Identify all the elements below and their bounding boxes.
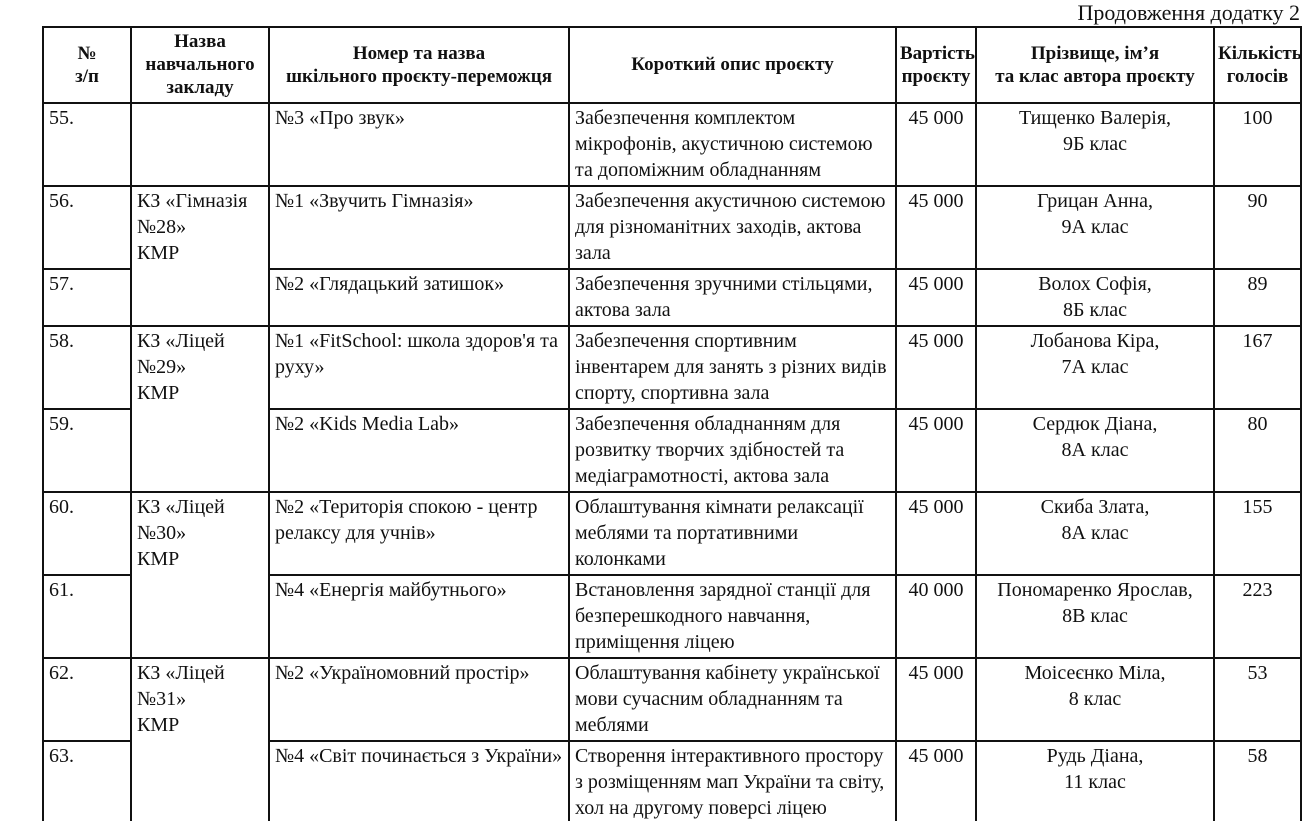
cell-project-cost: 45 000 xyxy=(895,656,977,742)
cell-row-number: 55. xyxy=(42,101,132,187)
cell-author: Волох Софія, 8Б клас xyxy=(975,267,1215,327)
header-cost: Вартість проєкту xyxy=(895,26,977,104)
cell-project-description: Облаштування кімнати релаксації меблями … xyxy=(568,490,897,576)
cell-project-description: Забезпечення спортивним інвентарем для з… xyxy=(568,324,897,410)
cell-project-description: Облаштування кабінету української мови с… xyxy=(568,656,897,742)
cell-project-name: №2 «Територія спокою - центр релаксу для… xyxy=(268,490,570,576)
header-num: № з/п xyxy=(42,26,132,104)
cell-author: Скиба Злата, 8А клас xyxy=(975,490,1215,576)
continuation-label: Продовження додатку 2 xyxy=(1077,0,1300,25)
cell-project-name: №3 «Про звук» xyxy=(268,101,570,187)
cell-row-number: 58. xyxy=(42,324,132,410)
cell-project-cost: 45 000 xyxy=(895,184,977,270)
cell-votes: 155 xyxy=(1213,490,1302,576)
table-row: 61. №4 «Енергія майбутнього» Встановлення … xyxy=(42,573,1302,659)
cell-votes: 90 xyxy=(1213,184,1302,270)
cell-project-name: №2 «Україномовний простір» xyxy=(268,656,570,742)
table-row: 60. КЗ «Ліцей №30» КМР №2 «Територія споко… xyxy=(42,490,1302,659)
cell-row-number: 57. xyxy=(42,267,132,327)
cell-votes: 167 xyxy=(1213,324,1302,410)
cell-row-number: 62. xyxy=(42,656,132,742)
cell-author: Грицан Анна, 9А клас xyxy=(975,184,1215,270)
cell-project-cost: 45 000 xyxy=(895,101,977,187)
cell-author: Рудь Діана, 11 клас xyxy=(975,739,1215,821)
cell-author: Пономаренко Ярослав, 8В клас xyxy=(975,573,1215,659)
header-votes: Кількість голосів xyxy=(1213,26,1302,104)
cell-school-name: КЗ «Ліцей №31» КМР xyxy=(130,656,270,821)
cell-row-number: 63. xyxy=(42,739,132,821)
cell-project-description: Забезпечення комплектом мікрофонів, акус… xyxy=(568,101,897,187)
cell-votes: 53 xyxy=(1213,656,1302,742)
cell-project-description: Забезпечення акустичною системою для різ… xyxy=(568,184,897,270)
cell-votes: 100 xyxy=(1213,101,1302,187)
cell-school-name: КЗ «Ліцей №29» КМР xyxy=(130,324,270,493)
cell-project-name: №4 «Енергія майбутнього» xyxy=(268,573,570,659)
cell-project-cost: 45 000 xyxy=(895,739,977,821)
cell-project-cost: 45 000 xyxy=(895,490,977,576)
table-row: 59. №2 «Kids Media Lab» Забезпечення облад… xyxy=(42,407,1302,493)
table-header: № з/п Назва навчального закладу Номер та… xyxy=(42,26,1302,104)
cell-author: Моісеєнко Міла, 8 клас xyxy=(975,656,1215,742)
cell-project-name: №2 «Глядацький затишок» xyxy=(268,267,570,327)
cell-project-name: №2 «Kids Media Lab» xyxy=(268,407,570,493)
table-row: 63. №4 «Світ починається з України» Створе… xyxy=(42,739,1302,821)
cell-author: Сердюк Діана, 8А клас xyxy=(975,407,1215,493)
header-project: Номер та назва шкільного проєкту-перемож… xyxy=(268,26,570,104)
cell-row-number: 60. xyxy=(42,490,132,576)
cell-project-cost: 45 000 xyxy=(895,407,977,493)
table-row: 57. №2 «Глядацький затишок» Забезпечення з… xyxy=(42,267,1302,327)
cell-author: Тищенко Валерія, 9Б клас xyxy=(975,101,1215,187)
cell-votes: 58 xyxy=(1213,739,1302,821)
cell-school-name xyxy=(130,101,270,187)
projects-table: № з/п Назва навчального закладу Номер та… xyxy=(42,26,1302,821)
cell-project-name: №4 «Світ починається з України» xyxy=(268,739,570,821)
table-body: 55. №3 «Про звук» Забезпечення комплектом … xyxy=(42,101,1302,821)
cell-project-cost: 45 000 xyxy=(895,324,977,410)
table-row: 62. КЗ «Ліцей №31» КМР №2 «Україномовний п… xyxy=(42,656,1302,821)
cell-row-number: 59. xyxy=(42,407,132,493)
cell-project-cost: 45 000 xyxy=(895,267,977,327)
cell-votes: 223 xyxy=(1213,573,1302,659)
table-row: 56. КЗ «Гімназія №28» КМР №1 «Звучить Гімн… xyxy=(42,184,1302,327)
cell-row-number: 56. xyxy=(42,184,132,270)
cell-project-description: Створення інтерактивного простору з розм… xyxy=(568,739,897,821)
table-row: 55. №3 «Про звук» Забезпечення комплектом … xyxy=(42,101,1302,187)
table-row: 58. КЗ «Ліцей №29» КМР №1 «FitSchool: школ… xyxy=(42,324,1302,493)
cell-project-description: Забезпечення зручними стільцями, актова … xyxy=(568,267,897,327)
header-description: Короткий опис проєкту xyxy=(568,26,897,104)
cell-votes: 89 xyxy=(1213,267,1302,327)
cell-school-name: КЗ «Ліцей №30» КМР xyxy=(130,490,270,659)
header-school: Назва навчального закладу xyxy=(130,26,270,104)
cell-project-name: №1 «FitSchool: школа здоров'я та руху» xyxy=(268,324,570,410)
cell-votes: 80 xyxy=(1213,407,1302,493)
header-row: № з/п Назва навчального закладу Номер та… xyxy=(42,26,1302,104)
cell-project-description: Встановлення зарядної станції для безпер… xyxy=(568,573,897,659)
cell-project-name: №1 «Звучить Гімназія» xyxy=(268,184,570,270)
cell-author: Лобанова Кіра, 7А клас xyxy=(975,324,1215,410)
cell-project-cost: 40 000 xyxy=(895,573,977,659)
cell-project-description: Забезпечення обладнанням для розвитку тв… xyxy=(568,407,897,493)
cell-row-number: 61. xyxy=(42,573,132,659)
cell-school-name: КЗ «Гімназія №28» КМР xyxy=(130,184,270,327)
header-author: Прізвище, ім’я та клас автора проєкту xyxy=(975,26,1215,104)
